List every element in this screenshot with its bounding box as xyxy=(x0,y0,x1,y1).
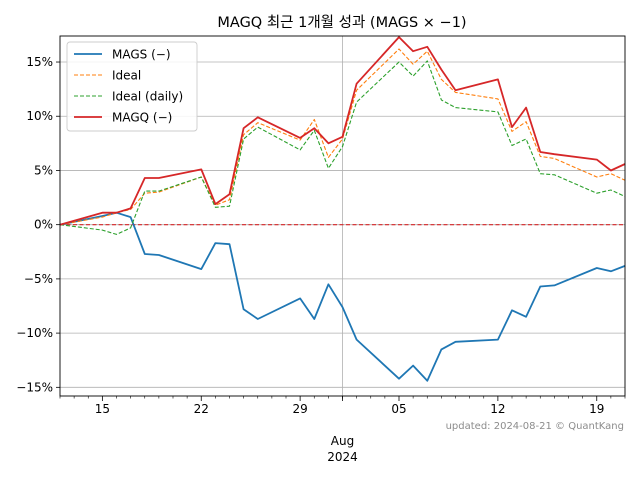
series-line-mags xyxy=(59,211,626,382)
year-label: 2024 xyxy=(327,450,358,464)
month-label: Aug xyxy=(331,434,354,448)
series-line-ideal xyxy=(59,48,626,226)
y-axis: 15% 10% 5% 0% −5% −10% −15% xyxy=(16,55,60,394)
y-tick-label: 5% xyxy=(34,163,53,177)
legend-label-ideal-daily: Ideal (daily) xyxy=(112,90,183,104)
y-tick-label: −10% xyxy=(16,326,53,340)
x-tick-label: 05 xyxy=(391,402,406,416)
x-tick-label: 15 xyxy=(95,402,110,416)
y-tick-label: 0% xyxy=(34,218,53,232)
y-tick-label: −5% xyxy=(24,272,53,286)
legend-label-mags: MAGS (−) xyxy=(112,48,171,62)
legend-box xyxy=(66,41,198,132)
x-tick-label: 22 xyxy=(194,402,209,416)
series-line-ideal-daily xyxy=(59,60,626,235)
series-line-magq xyxy=(59,36,626,226)
x-tick-label: 29 xyxy=(292,402,307,416)
y-tick-label: 15% xyxy=(26,55,53,69)
chart-title: MAGQ 최근 1개월 성과 (MAGS × −1) xyxy=(217,14,466,31)
legend-label-magq: MAGQ (−) xyxy=(112,111,172,125)
x-tick-label: 19 xyxy=(589,402,604,416)
legend-label-ideal: Ideal xyxy=(112,69,141,83)
y-tick-label: 10% xyxy=(26,109,53,123)
y-tick-label: −15% xyxy=(16,380,53,394)
x-axis: 15 22 29 05 12 19 Aug 2024 xyxy=(59,396,626,464)
updated-annotation: updated: 2024-08-21 © QuantKang xyxy=(446,421,624,432)
legend: MAGS (−) Ideal Ideal (daily) MAGQ (−) xyxy=(66,41,198,132)
series-lines xyxy=(59,36,626,382)
x-tick-label: 12 xyxy=(490,402,505,416)
